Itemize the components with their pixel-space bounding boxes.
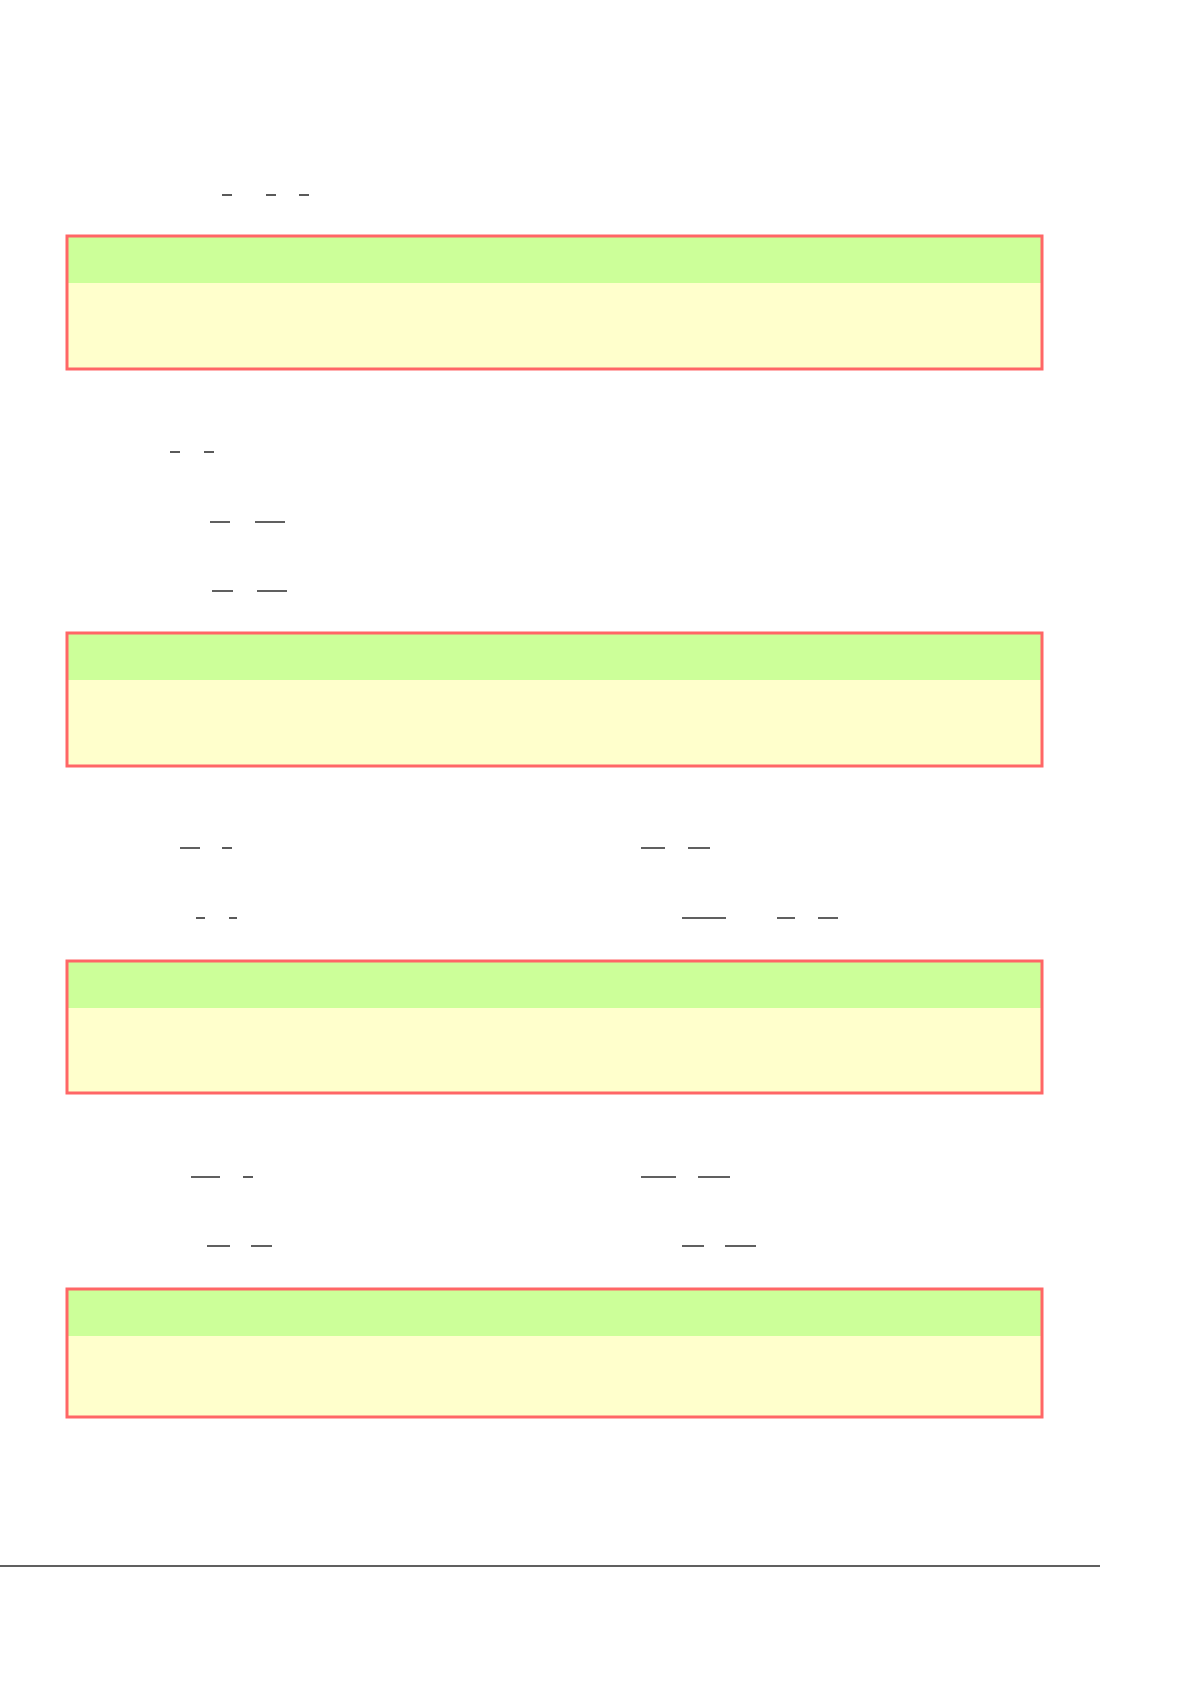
fraction-bars xyxy=(170,451,287,592)
answer-box xyxy=(65,234,1044,371)
fraction-bars xyxy=(191,1176,756,1247)
answer-box xyxy=(65,631,1044,768)
box-border xyxy=(65,234,1044,371)
box-border xyxy=(65,959,1044,1095)
box-border xyxy=(65,631,1044,768)
box-border xyxy=(65,1287,1044,1419)
box-header xyxy=(68,1290,1041,1336)
answer-box xyxy=(65,959,1044,1095)
box-header xyxy=(68,237,1041,283)
box-header xyxy=(68,634,1041,680)
box-header xyxy=(68,962,1041,1008)
answer-box xyxy=(65,1287,1044,1419)
fraction-bars xyxy=(180,847,838,919)
